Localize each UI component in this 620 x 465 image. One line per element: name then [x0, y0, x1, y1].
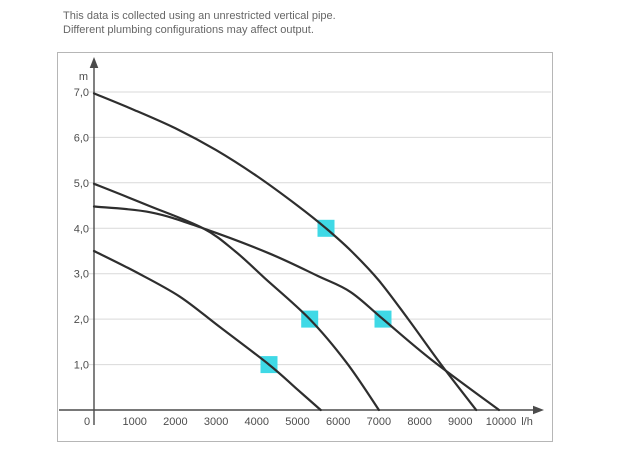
- y-tick-label: 2,0: [74, 314, 89, 326]
- x-tick-label: 9000: [448, 416, 472, 428]
- pump-curve-max-head-4.5m: [92, 205, 501, 412]
- x-tick-label: 6000: [326, 416, 350, 428]
- x-tick-label: 3000: [204, 416, 228, 428]
- x-tick-label: 8000: [407, 416, 431, 428]
- pump-curve-max-head-5m: [92, 182, 380, 412]
- x-tick-label: 2000: [163, 416, 187, 428]
- x-axis-unit-label: l/h: [521, 416, 533, 428]
- chart-panel: 1,0 2,0 3,0 4,0 5,0 6,0 7,0 m 0 1000 2000 3000 4000 5…: [57, 52, 553, 442]
- x-tick-label: 7000: [367, 416, 391, 428]
- y-tick-label: 4,0: [74, 223, 89, 235]
- y-tick-label: 1,0: [74, 360, 89, 372]
- header-note-line1: This data is collected using an unrestri…: [63, 10, 336, 22]
- x-tick-label: 0: [84, 416, 90, 428]
- header-note: This data is collected using an unrestri…: [63, 9, 336, 37]
- header-note-line2: Different plumbing configurations may af…: [63, 24, 314, 36]
- pump-curve-max-head-7m: [92, 92, 478, 412]
- pump-performance-chart: 1,0 2,0 3,0 4,0 5,0 6,0 7,0 m 0 1000 2000 3000 4000 5…: [59, 57, 551, 428]
- y-tick-label: 6,0: [74, 132, 89, 144]
- x-tick-label: 5000: [285, 416, 309, 428]
- y-tick-label: 5,0: [74, 178, 89, 190]
- y-axis-arrow-icon: [89, 57, 99, 68]
- y-tick-label: 7,0: [74, 87, 89, 99]
- y-tick-label: 3,0: [74, 269, 89, 281]
- x-tick-label: 1000: [122, 416, 146, 428]
- x-tick-label: 10000: [486, 416, 517, 428]
- y-axis-unit-label: m: [79, 71, 88, 83]
- x-tick-label: 4000: [245, 416, 269, 428]
- x-axis-arrow-icon: [533, 405, 544, 415]
- pump-curve-max-head-3.5m: [92, 249, 322, 412]
